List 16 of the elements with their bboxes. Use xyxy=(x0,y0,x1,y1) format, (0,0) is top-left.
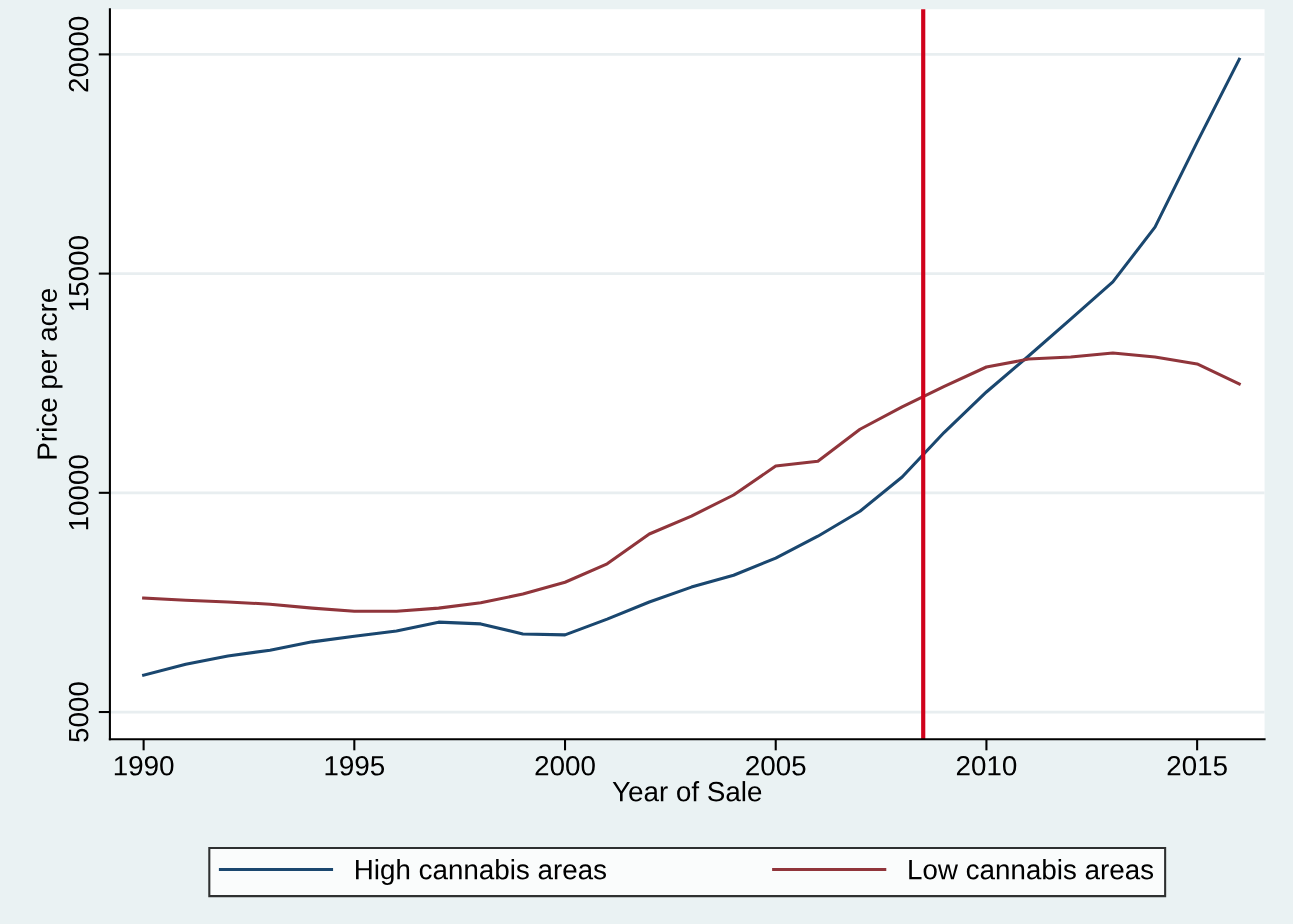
y-axis-title: Price per acre xyxy=(36,289,63,459)
x-tick-label: 1995 xyxy=(325,755,385,776)
legend-label: High cannabis areas xyxy=(356,859,606,885)
x-axis-title: Year of Sale xyxy=(612,781,762,802)
x-tick-label: 2010 xyxy=(956,755,1017,776)
legend-label: Low cannabis areas xyxy=(909,859,1154,880)
line-series xyxy=(142,57,1241,677)
y-tick-label: 5000 xyxy=(68,682,89,742)
x-tick-label: 2015 xyxy=(1167,755,1227,776)
x-tick-label: 2000 xyxy=(535,755,595,776)
y-tick-label: 15000 xyxy=(68,236,89,311)
x-tick-label: 2005 xyxy=(746,755,806,776)
line-series xyxy=(142,351,1241,613)
x-tick-label: 1990 xyxy=(114,755,174,776)
y-tick-label: 20000 xyxy=(68,16,89,92)
y-tick-label: 10000 xyxy=(68,455,89,530)
